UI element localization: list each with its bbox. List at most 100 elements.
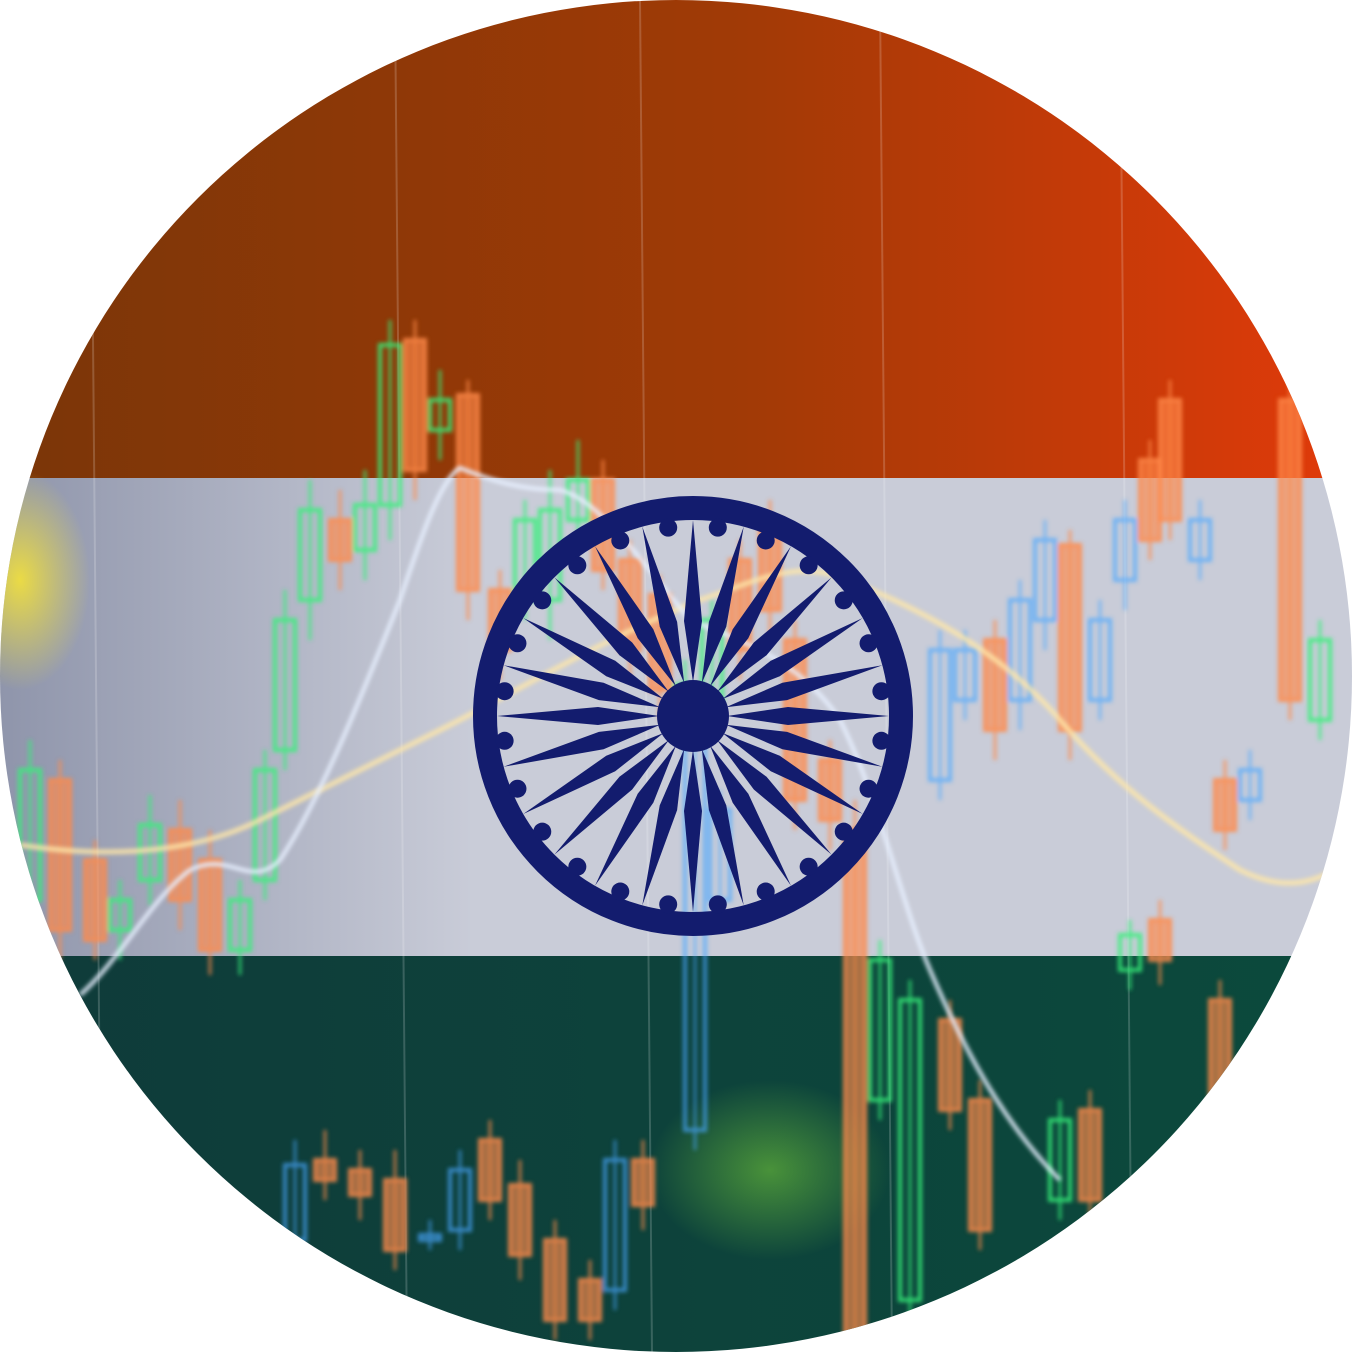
chakra-bead — [859, 779, 878, 798]
candle — [1008, 580, 1032, 730]
candle — [1158, 380, 1182, 540]
chakra-bead — [533, 591, 552, 610]
candle — [1238, 750, 1262, 820]
candle — [1078, 1090, 1102, 1220]
chakra-spoke — [710, 546, 791, 687]
chakra-bead — [872, 682, 891, 701]
candle — [508, 1160, 532, 1280]
candle — [418, 1220, 442, 1250]
moving-average-line-cream — [19, 568, 1352, 886]
chakra-spoke — [725, 665, 883, 708]
candle — [428, 370, 452, 460]
chakra-bead — [611, 882, 630, 901]
candle — [843, 800, 867, 1352]
moving-average-line-white — [78, 465, 1062, 1182]
chakra-bead — [708, 895, 727, 914]
chakra-bead — [872, 731, 891, 750]
candle — [328, 490, 352, 590]
candle — [603, 1140, 627, 1310]
candle — [898, 980, 922, 1320]
candle — [48, 760, 72, 960]
gridline — [394, 0, 408, 1352]
chakra-spoke — [642, 748, 685, 906]
chakra-bead — [508, 634, 527, 653]
chakra-bead — [533, 822, 552, 841]
chakra-spoke — [523, 733, 664, 814]
candle — [313, 1130, 337, 1200]
chakra-bead — [756, 882, 775, 901]
candle — [868, 940, 892, 1120]
candle — [1033, 520, 1057, 650]
candle — [953, 630, 977, 720]
candle — [1088, 600, 1112, 720]
candle — [108, 880, 132, 960]
candle — [478, 1120, 502, 1220]
green-glow — [650, 1080, 890, 1260]
chakra-bead — [799, 556, 818, 575]
chakra-spoke — [503, 724, 661, 767]
chakra-spoke — [554, 740, 669, 855]
candle — [273, 590, 297, 770]
chakra-spoke — [684, 750, 702, 912]
chakra-bead — [859, 634, 878, 653]
candle — [631, 1140, 655, 1230]
chakra-spoke — [701, 748, 744, 906]
gridline — [1119, 0, 1133, 1352]
chakra-spoke — [497, 707, 659, 725]
chakra-spoke — [684, 520, 702, 682]
chakra-bead — [799, 857, 818, 876]
chakra-spoke — [727, 707, 889, 725]
chakra-spoke — [710, 745, 791, 886]
candle — [378, 320, 402, 540]
candle — [228, 880, 252, 975]
chakra-bead — [659, 895, 678, 914]
candle — [1058, 530, 1082, 760]
candle — [543, 1220, 567, 1340]
candle — [1188, 500, 1212, 580]
candle — [298, 480, 322, 640]
chakra-bead — [756, 531, 775, 550]
candle — [383, 1150, 407, 1270]
yellow-glow — [0, 470, 90, 690]
chakra-bead — [568, 857, 587, 876]
candle — [348, 1150, 372, 1220]
candle — [968, 1080, 992, 1250]
chakra-bead — [708, 518, 727, 537]
chakra-spoke — [725, 724, 883, 767]
candle — [1148, 900, 1172, 985]
chakra-spoke — [503, 665, 661, 708]
chakra-bead — [611, 531, 630, 550]
chakra-spoke — [554, 577, 669, 692]
candle — [1213, 760, 1237, 850]
candle — [1048, 1100, 1072, 1220]
chakra-bead — [568, 556, 587, 575]
candle — [1138, 440, 1162, 560]
candle — [1208, 980, 1232, 1200]
chakra-bead — [659, 518, 678, 537]
chakra-spoke — [722, 733, 863, 814]
saffron-band — [0, 0, 1352, 478]
candle — [456, 380, 480, 620]
chakra-spoke — [717, 740, 832, 855]
chakra-spoke — [523, 618, 664, 699]
ashoka-chakra — [473, 496, 913, 936]
chakra-bead — [834, 822, 853, 841]
chakra-bead — [508, 779, 527, 798]
candle — [1308, 620, 1332, 740]
candle — [928, 630, 952, 800]
candle — [1118, 920, 1142, 990]
candle — [353, 470, 377, 580]
chakra-spoke — [722, 618, 863, 699]
candle — [938, 1000, 962, 1130]
chakra-bead — [834, 591, 853, 610]
candle — [83, 840, 107, 960]
chakra-spoke — [717, 577, 832, 692]
chakra-spoke — [595, 546, 676, 687]
gridline — [639, 0, 653, 1352]
chakra-bead — [495, 731, 514, 750]
candle — [578, 1260, 602, 1340]
candle — [448, 1150, 472, 1250]
candle — [403, 320, 427, 500]
chakra-spoke — [701, 526, 744, 684]
